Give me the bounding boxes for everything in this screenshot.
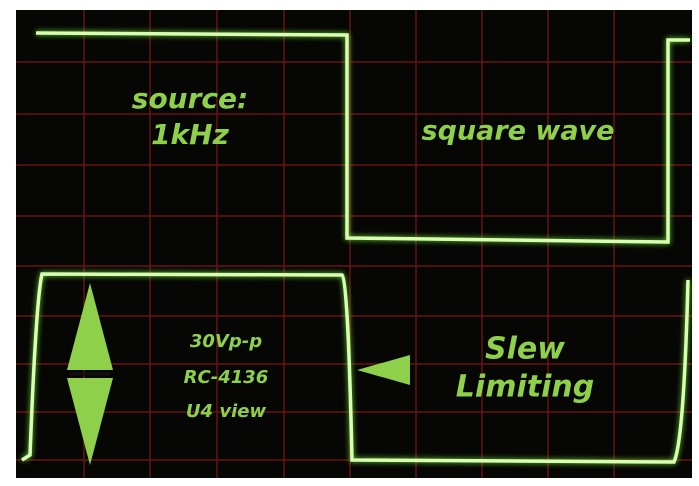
annotation: 30Vp-p	[190, 331, 262, 352]
annotation: RC-4136	[184, 367, 269, 388]
annotation: source:	[132, 82, 248, 115]
annotation: Slew	[485, 332, 565, 367]
screen	[16, 10, 692, 478]
scope-screenshot: source: 1kHz square wave 30Vp-p RC-4136 …	[0, 0, 699, 486]
annotation: U4 view	[186, 401, 267, 422]
annotation: 1kHz	[151, 118, 230, 151]
annotation: Limiting	[456, 370, 594, 405]
annotation: square wave	[422, 116, 615, 147]
